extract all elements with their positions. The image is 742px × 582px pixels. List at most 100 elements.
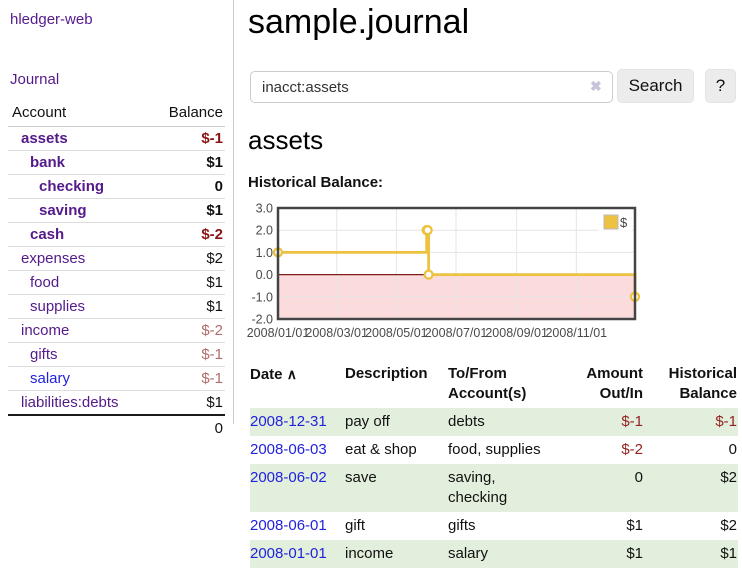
register-header-accounts: To/From Account(s) (448, 365, 527, 402)
account-row: checking 0 (8, 174, 225, 199)
account-row: cash $-2 (8, 222, 225, 247)
accounts-total-row: 0 (8, 415, 225, 440)
accounts-header-account: Account (8, 100, 150, 127)
register-description-cell: save (345, 464, 448, 512)
register-date-cell: 2008-06-01 (250, 512, 345, 540)
register-balance-cell: $2 (720, 517, 737, 534)
register-row: 2008-01-01 income salary $1 $1 (250, 540, 738, 568)
register-row: 2008-06-01 gift gifts $1 $2 (250, 512, 738, 540)
register-amount-cell: $1 (626, 517, 643, 534)
accounts-header-row: Account Balance (8, 100, 225, 127)
register-description-cell: gift (345, 517, 366, 534)
sort-ascending-icon: ∧ (286, 366, 297, 382)
register-header-row: Date ∧ Description To/From Account(s) Am… (250, 362, 738, 408)
register-header-date[interactable]: Date ∧ (250, 366, 297, 383)
accounts-table: Account Balance assets $-1 bank $1 checking 0… (8, 100, 225, 440)
account-link[interactable]: cash (30, 226, 65, 243)
y-axis-tick-label: 1.0 (256, 246, 273, 260)
plot-border (276, 206, 637, 321)
account-link[interactable]: expenses (21, 250, 86, 267)
account-balance: $-1 (149, 126, 225, 151)
y-axis-tick-label: 0.0 (256, 268, 273, 282)
register-section: Date ∧ Description To/From Account(s) Am… (250, 362, 738, 568)
account-link[interactable]: liabilities:debts (21, 394, 119, 411)
account-balance: $-1 (149, 342, 225, 367)
x-axis-tick-label: 2008/01/01 (247, 326, 310, 340)
y-axis-tick-label: 3.0 (256, 202, 273, 216)
account-balance: $2 (149, 246, 225, 271)
account-row: gifts $-1 (8, 342, 225, 367)
transaction-date-link[interactable]: 2008-06-01 (250, 517, 327, 534)
register-description-cell: pay off (345, 408, 448, 436)
transaction-date-link[interactable]: 2008-06-03 (250, 441, 327, 458)
account-row: assets $-1 (8, 126, 225, 151)
transaction-date-link[interactable]: 2008-06-02 (250, 469, 327, 486)
register-description-cell: income (345, 540, 448, 568)
legend-swatch (603, 214, 619, 230)
register-amount-cell: $-1 (560, 408, 644, 436)
register-table-body: 2008-12-31 pay off debts $-1 $-1 2008-06-03 ea… (250, 408, 738, 568)
account-balance: 0 (149, 174, 225, 199)
account-link[interactable]: gifts (30, 346, 58, 363)
account-link[interactable]: saving (39, 202, 87, 219)
register-accounts-cell: food, supplies (448, 441, 541, 458)
register-amount-cell: $1 (560, 540, 644, 568)
accounts-total-value: 0 (214, 420, 223, 437)
account-link[interactable]: bank (30, 154, 66, 171)
register-header-description: Description (345, 365, 428, 382)
historical-balance-chart: $3.0 2.0 1.0 0.0 -1.0 -2.02008/01/012008/03/0… (247, 202, 641, 340)
transaction-date-link[interactable]: 2008-12-31 (250, 413, 327, 430)
register-balance-cell: $1 (644, 540, 738, 568)
app-title-link[interactable]: hledger-web (10, 11, 93, 28)
account-row: income $-2 (8, 318, 225, 343)
data-point-marker (422, 225, 433, 236)
register-accounts-cell: gifts (448, 517, 476, 534)
account-balance: $1 (149, 390, 225, 416)
x-axis-tick-label: 2008/09/01 (485, 326, 548, 340)
clear-search-icon[interactable]: ✖ (590, 78, 602, 94)
page-title: sample.journal (248, 3, 470, 41)
register-amount-cell: 0 (560, 464, 644, 512)
transaction-date-link[interactable]: 2008-01-01 (250, 545, 327, 562)
account-link[interactable]: income (21, 322, 70, 339)
account-link[interactable]: food (30, 274, 60, 291)
account-link[interactable]: assets (21, 130, 68, 147)
account-row: expenses $2 (8, 246, 225, 271)
account-row: liabilities:debts $1 (8, 390, 225, 416)
x-axis-tick-label: 2008/05/01 (365, 326, 428, 340)
account-link[interactable]: supplies (30, 298, 86, 315)
register-accounts-cell: debts (448, 408, 560, 436)
account-balance: $-1 (149, 366, 225, 391)
register-date-cell: 2008-12-31 (250, 408, 345, 436)
register-amount-cell: $-2 (621, 441, 643, 458)
search-input[interactable] (250, 71, 613, 103)
help-button[interactable]: ? (705, 69, 736, 103)
register-balance-cell: $2 (644, 464, 738, 512)
account-balance: $-2 (149, 318, 225, 343)
register-balance-cell: $-1 (644, 408, 738, 436)
register-date-cell: 2008-01-01 (250, 540, 345, 568)
register-date-cell: 2008-06-03 (250, 436, 345, 464)
account-row: saving $1 (8, 198, 225, 223)
account-row: food $1 (8, 270, 225, 295)
account-balance: $1 (149, 294, 225, 319)
register-description-cell: eat & shop (345, 441, 417, 458)
account-link[interactable]: checking (39, 178, 105, 195)
account-balance: $1 (149, 198, 225, 223)
account-title: assets (248, 125, 324, 155)
search-button[interactable]: Search (617, 69, 694, 103)
accounts-header-balance: Balance (149, 100, 225, 127)
account-balance: $1 (149, 270, 225, 295)
register-accounts-cell: saving, checking (448, 464, 560, 512)
account-link[interactable]: salary (30, 370, 71, 387)
register-header-balance: Historical Balance (668, 365, 737, 402)
y-axis-tick-label: 2.0 (256, 224, 273, 238)
x-axis-tick-label: 2008/07/01 (425, 326, 488, 340)
legend-label: $ (620, 215, 628, 230)
x-axis-tick-label: 2008/11/01 (545, 326, 607, 340)
data-point-marker (423, 269, 434, 280)
sidebar-divider (233, 0, 234, 424)
journal-link[interactable]: Journal (10, 71, 60, 88)
register-row: 2008-06-03 eat & shop food, supplies $-2 0 (250, 436, 738, 464)
